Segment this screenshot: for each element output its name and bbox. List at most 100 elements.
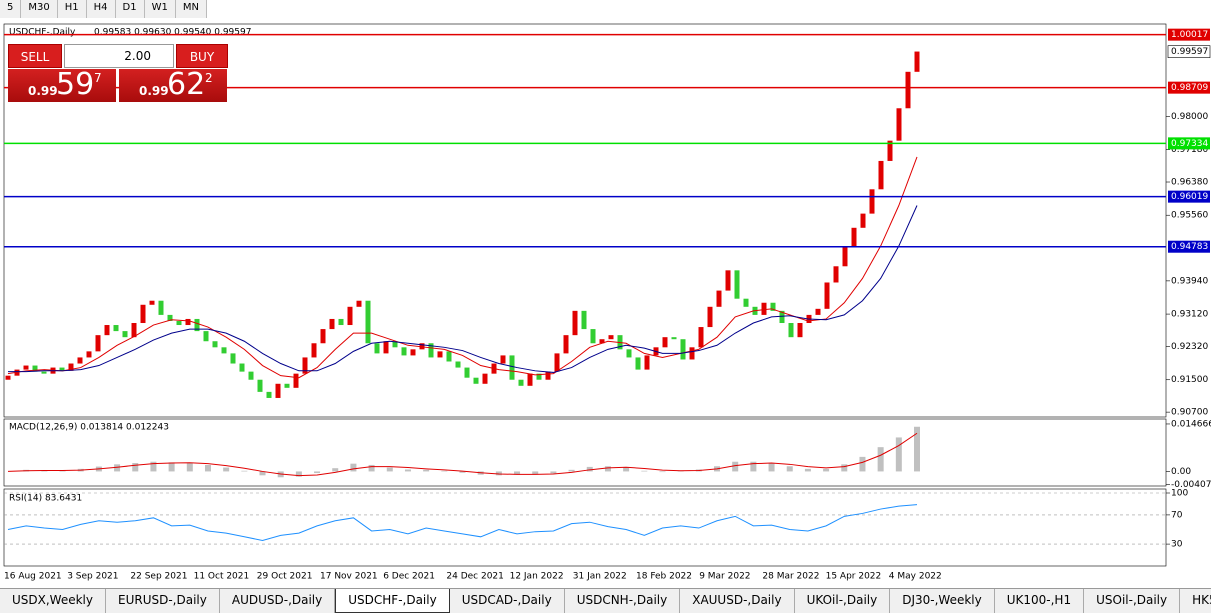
candle (392, 341, 398, 348)
sell-button[interactable]: SELL (8, 44, 62, 68)
macd-bar (768, 463, 775, 472)
candle (770, 302, 776, 311)
candle (824, 282, 830, 309)
timeframe-button[interactable]: M30 (21, 0, 58, 18)
candle (797, 323, 803, 338)
chart-tab[interactable]: AUDUSD-,Daily (220, 589, 336, 613)
candle (302, 357, 308, 374)
macd-bar (168, 462, 175, 472)
macd-bar (623, 467, 630, 472)
candle (86, 351, 92, 358)
level-label: 0.94783 (1171, 242, 1208, 252)
candle (644, 355, 650, 370)
candle (212, 341, 218, 348)
candle (176, 320, 182, 326)
rsi-line (7, 504, 918, 541)
chart-tab[interactable]: UKOil-,Daily (795, 589, 891, 613)
candle (275, 383, 281, 398)
y-tick-label: -0.004078 (1171, 480, 1211, 490)
lot-input[interactable]: 2.00 (64, 44, 174, 68)
macd-bar (204, 464, 211, 472)
chart-tab[interactable]: USDCAD-,Daily (450, 589, 565, 613)
candle (41, 371, 47, 374)
timeframe-button[interactable]: H4 (87, 0, 116, 18)
macd-bar (132, 463, 139, 472)
x-tick-label: 15 Apr 2022 (826, 572, 882, 582)
chart-tab[interactable]: UK100-,H1 (995, 589, 1085, 613)
macd-bar (586, 466, 593, 472)
x-tick-label: 24 Dec 2021 (446, 572, 504, 582)
macd-pane (3, 418, 1167, 487)
x-tick-label: 4 May 2022 (889, 572, 942, 582)
macd-bar (514, 471, 521, 475)
candle (419, 343, 425, 350)
rsi-pane (3, 488, 1167, 567)
chart-tab[interactable]: DJ30-,Weekly (890, 589, 995, 613)
candle (446, 351, 452, 362)
level-label: 0.98709 (1171, 83, 1208, 93)
candle (833, 266, 839, 283)
candle (842, 246, 848, 267)
x-tick-label: 18 Feb 2022 (636, 572, 692, 582)
candle (563, 335, 569, 354)
candle (329, 318, 335, 330)
x-tick-label: 12 Jan 2022 (510, 572, 564, 582)
timeframe-button[interactable]: 5 (0, 0, 22, 18)
candle (572, 310, 578, 336)
candle (608, 335, 614, 340)
chart-tab[interactable]: USDX,Weekly (0, 589, 106, 613)
timeframe-button[interactable]: D1 (116, 0, 145, 18)
x-tick-label: 22 Sep 2021 (130, 572, 187, 582)
level-label: 0.96019 (1171, 192, 1208, 202)
macd-bar (241, 470, 248, 472)
candle (158, 300, 164, 315)
price-pip: 2 (205, 71, 213, 85)
chart-tab[interactable]: USOil-,Daily (1084, 589, 1181, 613)
buy-button[interactable]: BUY (176, 44, 228, 68)
chart-tab[interactable]: USDCNH-,Daily (565, 589, 681, 613)
timeframe-button[interactable]: MN (176, 0, 207, 18)
candle (23, 365, 29, 370)
y-tick-label: 0.95560 (1171, 211, 1208, 221)
candle (869, 189, 875, 214)
chart-tab[interactable]: XAUUSD-,Daily (680, 589, 795, 613)
candle (437, 351, 443, 358)
candle (311, 343, 317, 358)
candle (104, 325, 110, 336)
macd-bar (804, 468, 811, 472)
macd-bar (786, 466, 793, 472)
macd-bar (332, 468, 339, 472)
candle (689, 347, 695, 360)
chart-tab[interactable]: USDCHF-,Daily (335, 589, 450, 613)
level-label: 0.97334 (1171, 139, 1208, 149)
y-tick-label: 0.98000 (1171, 112, 1208, 122)
price-pane (3, 23, 1167, 418)
macd-bar (386, 467, 393, 472)
y-tick-label: 0.96380 (1171, 178, 1208, 188)
macd-bar (732, 461, 739, 472)
buy-price[interactable]: 0.99 62 2 (119, 67, 227, 102)
timeframe-button[interactable]: H1 (58, 0, 87, 18)
candle (131, 323, 137, 338)
x-tick-label: 16 Aug 2021 (4, 572, 62, 582)
macd-title: MACD(12,26,9) 0.013814 0.012243 (9, 423, 169, 433)
chart-tab[interactable]: EURUSD-,Daily (106, 589, 220, 613)
macd-bar (550, 471, 557, 474)
macd-bar (441, 470, 448, 472)
price-big: 0.99 (28, 84, 58, 98)
macd-bar (295, 471, 302, 477)
macd-bar (532, 471, 539, 475)
sell-price[interactable]: 0.99 59 7 (8, 67, 116, 102)
macd-bar (659, 471, 666, 473)
macd-bar (186, 463, 193, 472)
macd-bar (314, 471, 321, 474)
y-tick-label: 0.90700 (1171, 408, 1208, 418)
timeframe-button[interactable]: W1 (145, 0, 176, 18)
candle (626, 349, 632, 358)
chart-tab[interactable]: HK50-,I (1180, 589, 1211, 613)
candle (536, 373, 542, 380)
macd-bar (423, 469, 430, 472)
candle (95, 335, 101, 352)
last-price-box (1167, 45, 1211, 58)
